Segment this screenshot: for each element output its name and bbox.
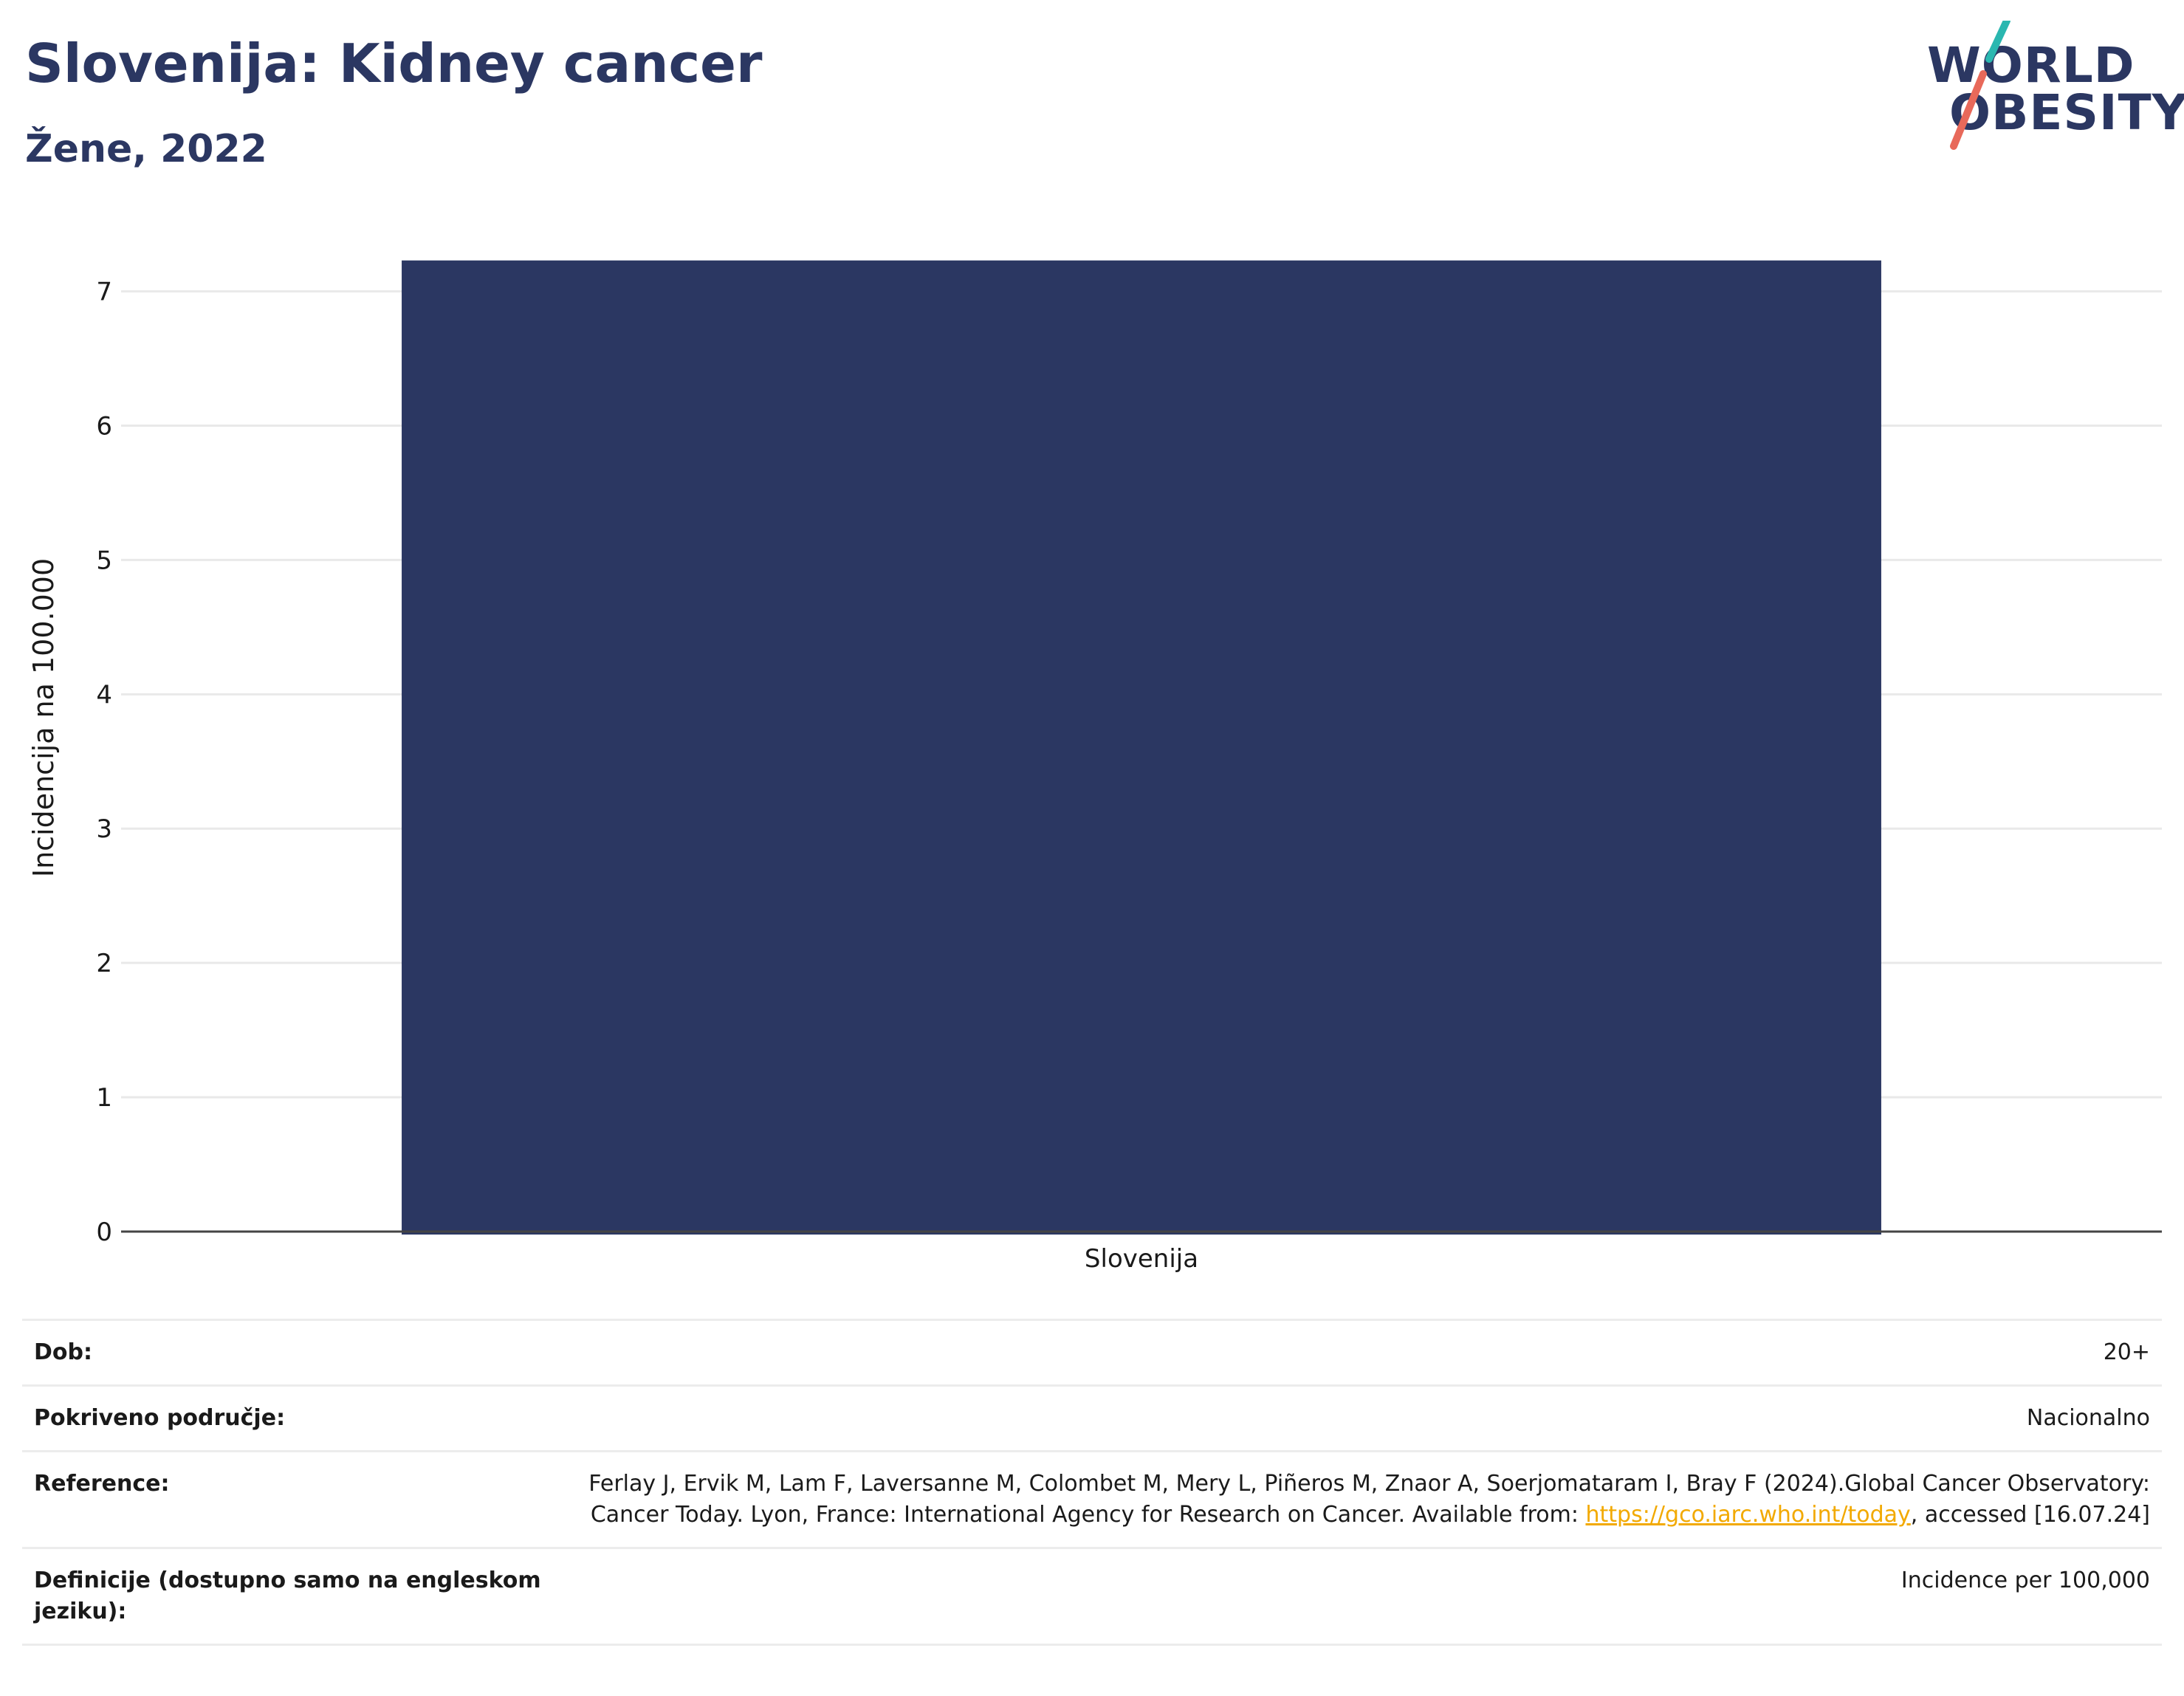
y-tick-label: 7 bbox=[96, 278, 112, 307]
y-tick-label: 3 bbox=[96, 814, 112, 844]
y-axis-title: Incidencija na 100.000 bbox=[27, 558, 60, 877]
y-tick-label: 2 bbox=[96, 949, 112, 978]
logo-line2: OBESITY bbox=[1949, 84, 2184, 141]
info-label-definitions: Definicije (dostupno samo na engleskom j… bbox=[34, 1568, 541, 1624]
bar-slovenija[interactable] bbox=[402, 260, 1881, 1235]
info-table: Dob: 20+ Pokriveno područje: Nacionalno … bbox=[22, 1319, 2162, 1646]
chart-subtitle: Žene, 2022 bbox=[25, 127, 267, 171]
chart-title: Slovenija: Kidney cancer bbox=[25, 32, 763, 95]
info-value-reference: Ferlay J, Ervik M, Lam F, Laversanne M, … bbox=[566, 1469, 2150, 1531]
y-tick-label: 6 bbox=[96, 411, 112, 441]
info-value-age: 20+ bbox=[2103, 1339, 2150, 1365]
info-row-coverage: Pokriveno područje: Nacionalno bbox=[22, 1384, 2162, 1450]
bar-chart: 0 1 2 3 4 5 6 7 Slovenija Incidencija na 100.000 bbox=[27, 260, 2162, 1274]
reference-text: Ferlay J, Ervik M, Lam F, Laversanne M, … bbox=[588, 1471, 2150, 1528]
info-value-definitions: Incidence per 100,000 bbox=[1900, 1568, 2150, 1593]
reference-accessed: , accessed [16.07.24] bbox=[1910, 1502, 2150, 1528]
world-obesity-logo: WORLD OBESITY bbox=[1927, 21, 2184, 154]
y-tick-label: 4 bbox=[96, 680, 112, 710]
info-row-definitions: Definicije (dostupno samo na engleskom j… bbox=[22, 1547, 2162, 1646]
bars bbox=[402, 260, 1881, 1235]
info-row-age: Dob: 20+ bbox=[22, 1319, 2162, 1384]
y-tick-label: 0 bbox=[96, 1218, 112, 1247]
axes: 0 1 2 3 4 5 6 7 Slovenija bbox=[96, 278, 2162, 1274]
y-tick-label: 1 bbox=[96, 1083, 112, 1113]
info-row-reference: Reference: Ferlay J, Ervik M, Lam F, Lav… bbox=[22, 1450, 2162, 1547]
reference-link[interactable]: https://gco.iarc.who.int/today bbox=[1585, 1502, 1911, 1528]
info-label-reference: Reference: bbox=[34, 1471, 170, 1497]
x-tick-label: Slovenija bbox=[1085, 1244, 1198, 1274]
logo-line1: WORLD bbox=[1927, 37, 2135, 94]
info-value-coverage: Nacionalno bbox=[2026, 1405, 2150, 1431]
y-tick-label: 5 bbox=[96, 546, 112, 575]
info-label-age: Dob: bbox=[34, 1339, 92, 1365]
info-label-coverage: Pokriveno područje: bbox=[34, 1405, 286, 1431]
logo-slash-icon bbox=[1950, 21, 2010, 150]
